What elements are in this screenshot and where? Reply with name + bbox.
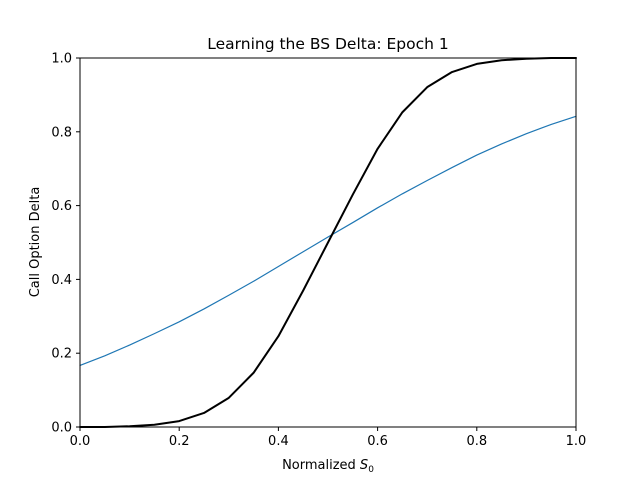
x-axis-label-main: Normalized [282, 458, 360, 473]
x-tick-label: 0.6 [367, 434, 388, 449]
y-axis-label: Call Option Delta [28, 187, 43, 298]
series-line-1 [79, 115, 577, 366]
x-axis-label-var: S [360, 458, 368, 473]
series-line-2 [79, 57, 577, 428]
x-tick-label: 0.4 [268, 434, 289, 449]
axes-frame [79, 57, 577, 428]
chart-title: Learning the BS Delta: Epoch 1 [207, 35, 448, 53]
y-tick-label: 0.0 [51, 421, 72, 436]
x-tick-label: 0.0 [70, 434, 91, 449]
x-tick-label: 1.0 [566, 434, 587, 449]
y-tick-label: 0.2 [51, 347, 72, 362]
x-axis-label: Normalized S0 [282, 458, 374, 475]
y-tick-label: 0.4 [51, 273, 72, 288]
y-tick-label: 1.0 [51, 52, 72, 67]
y-tick-label: 0.8 [51, 125, 72, 140]
x-tick-label: 0.2 [169, 434, 190, 449]
x-axis-label-sub: 0 [368, 465, 374, 475]
y-tick-label: 0.6 [51, 199, 72, 214]
plot-area: 0.0 0.2 0.4 0.6 0.8 1.0 0.0 0.2 0.4 0.6 0.8 1.0 [51, 52, 586, 450]
x-tick-label: 0.8 [466, 434, 487, 449]
